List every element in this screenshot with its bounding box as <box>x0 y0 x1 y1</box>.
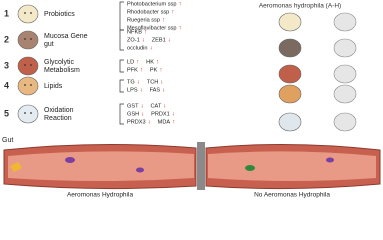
item-label: GSH <box>127 111 139 117</box>
item-trend: ↓ <box>163 104 166 110</box>
icon-eye <box>30 12 32 14</box>
ah-icon <box>278 112 302 132</box>
item-trend: ↓ <box>172 112 175 118</box>
row-label: Oxidation <box>44 107 74 114</box>
row-label: Lipids <box>44 83 63 90</box>
row-label: Glycolytic <box>44 59 74 66</box>
control-icon <box>333 38 357 58</box>
item-trend: ↑ <box>144 30 147 36</box>
control-icon <box>333 64 357 84</box>
item-trend: ↓ <box>137 80 140 86</box>
item-label: PFK <box>127 67 138 73</box>
icon-eye <box>24 12 26 14</box>
item-label: Photobacterium ssp <box>127 1 176 7</box>
icon-eye <box>30 112 32 114</box>
item-trend: ↓ <box>160 80 163 86</box>
item-label: FAS <box>150 87 161 93</box>
bracket <box>119 29 124 51</box>
item-trend: ↑ <box>172 120 175 126</box>
item-label: LD <box>127 59 134 65</box>
ah-icon <box>278 12 302 32</box>
item-label: PK <box>150 67 158 73</box>
ah-icon <box>278 64 302 84</box>
row-icon <box>17 104 39 124</box>
item-trend: ↑ <box>140 68 143 74</box>
row-label: gut <box>44 41 54 48</box>
row-number: 3 <box>4 60 9 70</box>
item-trend: ↓ <box>168 38 171 44</box>
ah-icon <box>278 38 302 58</box>
gut-right-label: No Aeromonas Hydrophila <box>254 192 330 199</box>
item-trend: ↓ <box>162 88 165 94</box>
bracket <box>119 1 124 31</box>
icon-eye <box>24 112 26 114</box>
control-icon <box>333 84 357 104</box>
item-label: Rhodobacter ssp <box>127 9 169 15</box>
icon-eye <box>30 84 32 86</box>
item-trend: ↑ <box>178 2 181 8</box>
item-label: MDA <box>158 119 171 125</box>
title: Aeromonas hydrophila (A-H) <box>259 3 341 10</box>
icon-eye <box>24 84 26 86</box>
item-trend: ↓ <box>141 112 144 118</box>
gut-label: Gut <box>2 137 13 144</box>
bracket <box>119 79 124 93</box>
item-trend: ↑ <box>162 18 165 24</box>
item-label: CAT <box>151 103 162 109</box>
item-label: PRDX1 <box>151 111 170 117</box>
diagram: Aeromonas hydrophila (A-H) Gut Aeromonas… <box>2 1 381 199</box>
item-label: Mesoflavibacter ssp <box>127 25 176 31</box>
item-label: LPS <box>127 87 138 93</box>
item-trend: ↑ <box>171 10 174 16</box>
item-label: HK <box>146 59 154 65</box>
bracket <box>119 103 124 125</box>
row-icon <box>17 56 39 76</box>
control-icon <box>333 112 357 132</box>
item-trend: ↑ <box>156 60 159 66</box>
row-icon <box>17 76 39 96</box>
gut-illustration <box>3 142 381 190</box>
row-icon <box>17 4 39 24</box>
row-number: 4 <box>4 80 9 90</box>
item-trend: ↓ <box>142 38 145 44</box>
item-label: NFKB <box>127 29 142 35</box>
item-label: TCH <box>147 79 159 85</box>
row-number: 1 <box>4 8 9 18</box>
row-number: 5 <box>4 108 9 118</box>
ah-icon <box>278 84 302 104</box>
item-label: occludin <box>127 45 148 51</box>
icon-eye <box>24 38 26 40</box>
row-label: Reaction <box>44 115 72 122</box>
item-trend: ↓ <box>140 88 143 94</box>
item-trend: ↓ <box>141 104 144 110</box>
item-trend: ↑ <box>178 26 181 32</box>
item-label: PRDX3 <box>127 119 146 125</box>
item-label: ZO-1 <box>127 37 140 43</box>
icon-eye <box>24 64 26 66</box>
icon-eye <box>30 38 32 40</box>
item-label: GST <box>127 103 139 109</box>
row-icon <box>17 30 39 50</box>
control-icon <box>333 12 357 32</box>
row-label: Probiotics <box>44 11 75 18</box>
row-label: Mucosa Gene <box>44 33 88 40</box>
item-trend: ↓ <box>150 46 153 52</box>
gut-left-label: Aeromonas Hydrophila <box>67 192 134 199</box>
row-number: 2 <box>4 34 9 44</box>
item-trend: ↓ <box>148 120 151 126</box>
item-label: TG <box>127 79 135 85</box>
row-label: Metabolism <box>44 67 80 74</box>
item-trend: ↑ <box>159 68 162 74</box>
bracket <box>119 59 124 73</box>
item-label: ZEB1 <box>152 37 166 43</box>
icon-eye <box>30 64 32 66</box>
item-label: Ruegeria ssp <box>127 17 160 23</box>
item-trend: ↑ <box>136 60 139 66</box>
